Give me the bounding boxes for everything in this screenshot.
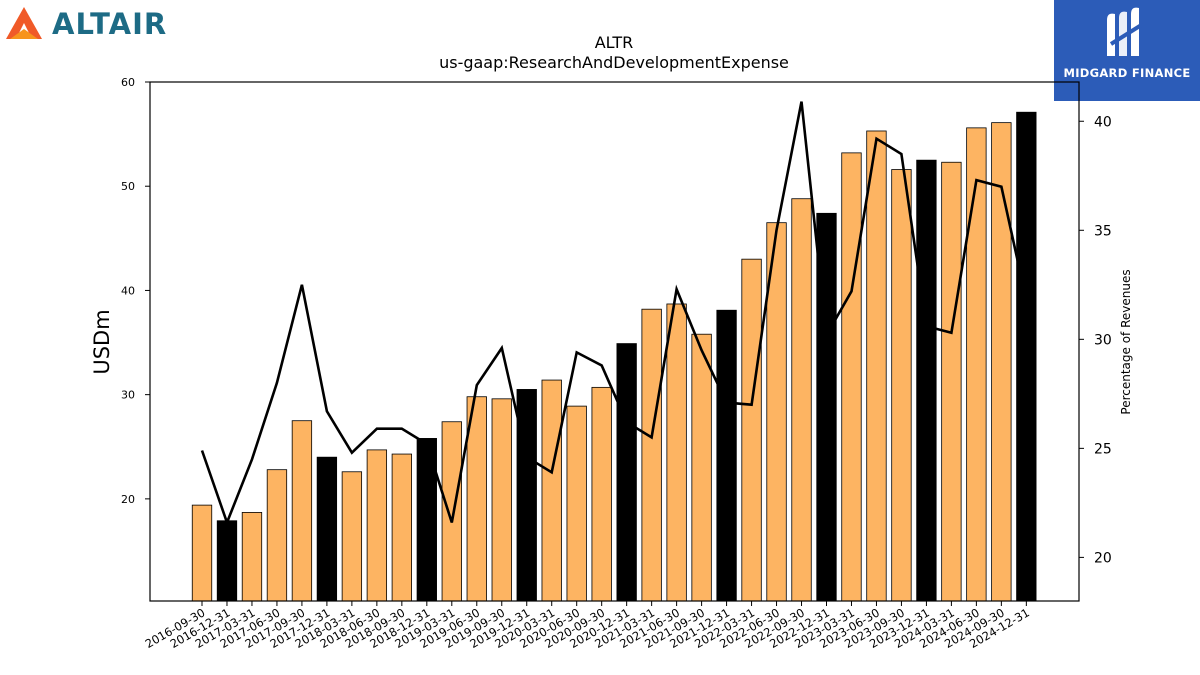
bar-2023-12-31	[916, 159, 937, 602]
bar-2020-09-30	[591, 386, 612, 602]
chart-titles: ALTR us-gaap:ResearchAndDevelopmentExpen…	[439, 33, 789, 72]
altair-brand-name: ALTAIR	[52, 7, 168, 41]
bar-2023-03-31	[841, 152, 862, 602]
midgard-brand-name: MIDGARD FINANCE	[1063, 66, 1191, 80]
x-axis: 2016-09-302016-12-312017-03-312017-06-30…	[143, 601, 1032, 651]
bar-2020-03-31	[541, 379, 562, 602]
chart-subtitle: us-gaap:ResearchAndDevelopmentExpense	[439, 53, 789, 72]
y2-tick-label-40: 40	[1094, 114, 1112, 130]
y2-tick-label-35: 35	[1094, 223, 1112, 239]
y-tick-label-60: 60	[121, 76, 135, 89]
y2-axis-label: Percentage of Revenues	[1119, 269, 1133, 414]
bar-2020-06-30	[566, 405, 587, 602]
bar-2024-03-31	[941, 161, 962, 602]
bar-2017-12-31	[316, 456, 338, 602]
percentage-line	[200, 101, 1028, 527]
bar-2019-03-31	[441, 421, 462, 602]
y-axis-right: 20 25 30 35 40	[1079, 114, 1112, 566]
y-tick-label-30: 30	[121, 389, 135, 402]
bar-2019-12-31	[516, 389, 537, 602]
bar-2017-09-30	[291, 420, 313, 602]
bar-2018-03-31	[341, 471, 363, 602]
bar-2023-09-30	[891, 169, 912, 602]
bar-2018-06-30	[366, 449, 388, 602]
line-series	[200, 101, 1028, 527]
bar-2016-12-31	[216, 520, 238, 602]
midgard-logo-icon	[1107, 7, 1145, 57]
bar-2022-09-30	[791, 198, 812, 602]
bar-2021-06-30	[666, 303, 687, 602]
chart-title: ALTR	[595, 33, 634, 52]
bar-2024-09-30	[991, 122, 1012, 602]
bar-2024-06-30	[966, 127, 987, 602]
bar-2024-12-31	[1016, 111, 1037, 602]
bar-2021-09-30	[691, 333, 712, 602]
bar-2019-09-30	[491, 398, 512, 602]
bar-2021-12-31	[716, 309, 737, 602]
y-tick-label-50: 50	[121, 180, 135, 193]
altair-logo: ALTAIR	[4, 4, 167, 44]
plot-frame	[149, 81, 1080, 602]
bar-2018-09-30	[391, 453, 412, 602]
bar-2023-06-30	[866, 130, 887, 602]
bar-2021-03-31	[641, 308, 662, 602]
bar-2017-03-31	[241, 512, 263, 602]
bar-2020-12-31	[616, 343, 637, 602]
bar-2022-03-31	[741, 258, 762, 602]
midgard-finance-logo: MIDGARD FINANCE	[1054, 0, 1200, 101]
y2-tick-label-25: 25	[1094, 441, 1112, 457]
y-tick-label-20: 20	[121, 493, 135, 506]
bar-2017-06-30	[266, 469, 288, 602]
altair-logo-icon	[6, 7, 42, 39]
y2-tick-label-20: 20	[1094, 550, 1112, 566]
y-axis-label: USDm	[90, 309, 114, 374]
y2-tick-label-30: 30	[1094, 332, 1112, 348]
bar-2016-09-30	[191, 504, 213, 602]
y-tick-label-40: 40	[121, 284, 135, 297]
bar-series	[191, 111, 1037, 602]
y-axis-left: 20 30 40 50 60	[121, 76, 150, 506]
